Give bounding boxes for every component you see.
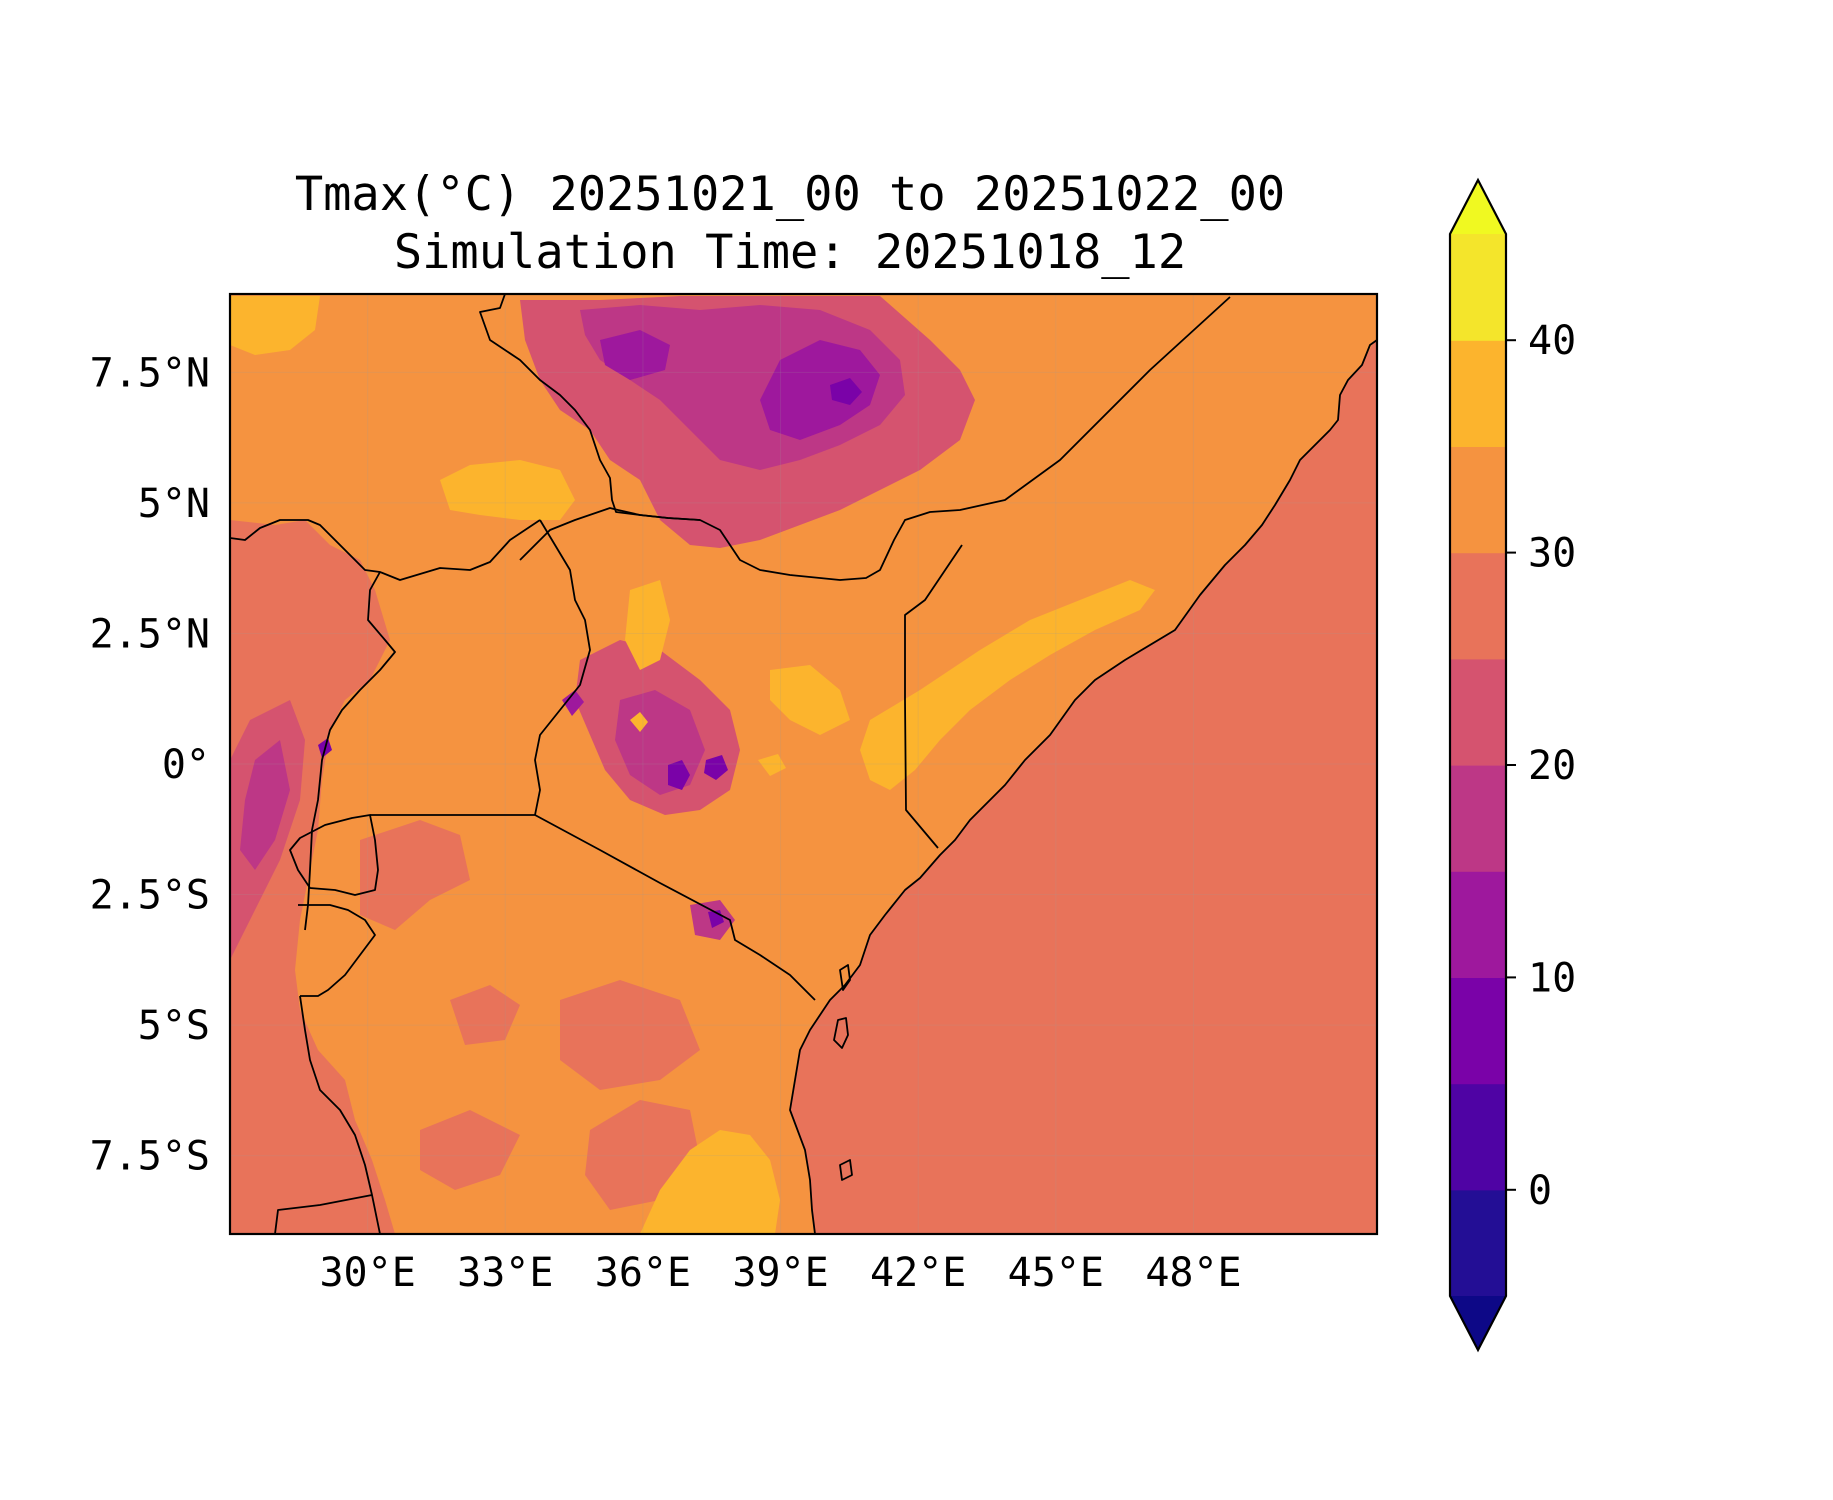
border-tanzania-west	[299, 995, 381, 1234]
ethiopia-highland-inner-2	[600, 330, 670, 380]
south-patch-1	[360, 820, 470, 930]
south-patch-3	[420, 1110, 520, 1190]
map-frame	[228, 292, 1379, 1236]
map-gridlines	[230, 294, 1377, 1234]
hot-somalia-band	[860, 580, 1155, 790]
colorbar-segment	[1450, 1189, 1506, 1297]
border-ilemi-kenya	[519, 507, 701, 561]
y-tick-label: 7.5°S	[90, 1134, 210, 1180]
hot-tanzania-south	[640, 1130, 780, 1234]
ocean-fill	[790, 340, 1377, 1234]
hot-spot-1	[630, 712, 648, 732]
colorbar-segment	[1450, 1083, 1506, 1191]
border-rwanda-burundi	[289, 814, 379, 896]
x-tick-label: 39°E	[732, 1250, 828, 1296]
hot-spot-2	[758, 754, 786, 776]
colorbar-outline	[1448, 177, 1508, 1353]
hot-northwest-corner	[230, 296, 320, 355]
colorbar-tick-label: 10	[1528, 955, 1576, 1001]
ethiopia-peak	[830, 378, 862, 405]
south-patch-2	[560, 980, 700, 1090]
colorbar-segment	[1450, 977, 1506, 1085]
west-zone	[230, 520, 395, 1234]
x-tick-label: 30°E	[319, 1250, 415, 1296]
border-tanzania-zambia	[274, 1194, 373, 1234]
map-panel	[230, 294, 1377, 1234]
y-axis-ticks: 7.5°N 5°N 2.5°N 0° 2.5°S 5°S 7.5°S	[90, 350, 210, 1179]
south-patch-5	[450, 985, 520, 1045]
map-title-line1: Tmax(°C) 20251021_00 to 20251022_00	[295, 167, 1285, 222]
colorbar-segment	[1450, 552, 1506, 660]
hot-turkana	[625, 580, 670, 670]
hot-kenya-east	[770, 665, 850, 735]
east-africa-coastline	[789, 339, 1377, 1234]
colorbar-segment	[1450, 446, 1506, 554]
colorbar-segment	[1450, 658, 1506, 766]
colorbar-segment	[1450, 765, 1506, 872]
mafia-island	[839, 1159, 853, 1181]
x-tick-label: 45°E	[1008, 1250, 1104, 1296]
border-kenya-uganda	[534, 519, 591, 816]
y-tick-label: 7.5°N	[90, 350, 210, 396]
country-borders	[230, 294, 1231, 1234]
map-title-line2: Simulation Time: 20251018_12	[394, 225, 1186, 280]
colorbar-tick-label: 30	[1528, 531, 1576, 577]
kenya-peak-2	[704, 755, 728, 780]
colorbar-segment	[1450, 234, 1506, 341]
x-axis-ticks: 30°E 33°E 36°E 39°E 42°E 45°E 48°E	[319, 1250, 1241, 1296]
border-uganda-north	[290, 519, 541, 581]
border-congo-south-sudan	[230, 519, 290, 541]
y-tick-label: 2.5°S	[90, 873, 210, 919]
hot-south-sudan	[440, 460, 575, 520]
colorbar-tick-label: 20	[1528, 743, 1576, 789]
colorbar-extend-min	[1450, 1296, 1506, 1350]
colorbar-segment	[1450, 871, 1506, 978]
y-tick-label: 5°N	[138, 481, 210, 527]
border-kenya-somalia	[904, 544, 963, 849]
kenya-peak-1	[668, 760, 690, 790]
pemba-island	[839, 964, 851, 991]
colorbar-extend-max	[1450, 180, 1506, 234]
colorbar-tick-label: 40	[1528, 318, 1576, 364]
elgon-spot	[562, 690, 584, 716]
y-tick-label: 0°	[162, 742, 210, 788]
albertine-rift-mid	[240, 740, 290, 870]
y-tick-label: 2.5°N	[90, 611, 210, 657]
colorbar: 0 10 20 30 40	[1448, 177, 1576, 1353]
border-south-sudan-ethiopia	[479, 294, 1231, 581]
colorbar-tick-label: 0	[1528, 1168, 1552, 1214]
x-tick-label: 33°E	[457, 1250, 553, 1296]
x-tick-label: 42°E	[870, 1250, 966, 1296]
ethiopia-highland-inner	[760, 340, 880, 440]
x-tick-label: 36°E	[595, 1250, 691, 1296]
border-kenya-tanzania	[534, 814, 816, 1001]
x-tick-label: 48°E	[1145, 1250, 1241, 1296]
colorbar-segment	[1450, 340, 1506, 447]
zanzibar-island	[833, 1017, 849, 1049]
border-burundi-tanzania	[298, 904, 376, 997]
y-tick-label: 5°S	[138, 1003, 210, 1049]
border-uganda-congo	[304, 571, 396, 931]
